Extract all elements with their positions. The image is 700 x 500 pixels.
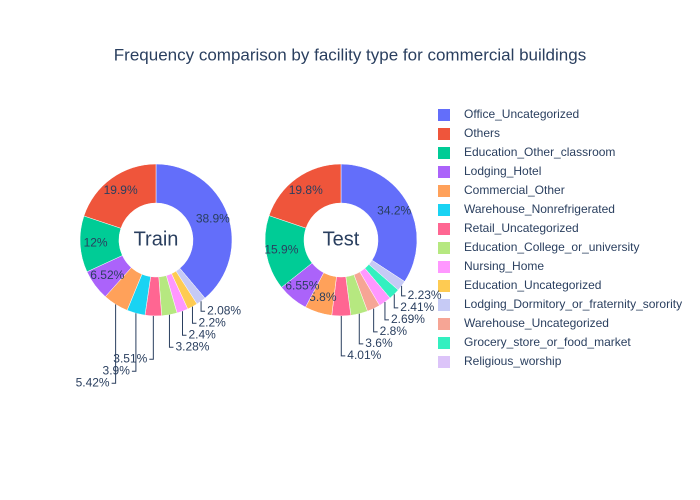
slice-label: 3.28% — [175, 339, 209, 353]
legend-swatch — [438, 109, 450, 121]
legend-swatch — [438, 128, 450, 140]
legend-swatch — [438, 337, 450, 349]
legend-swatch — [438, 280, 450, 292]
slice-label: 2.08% — [207, 303, 241, 317]
legend-label: Lodging_Hotel — [464, 164, 541, 178]
legend-label: Others — [464, 126, 500, 140]
leader-line — [401, 285, 406, 297]
chart-title: Frequency comparison by facility type fo… — [114, 45, 586, 64]
legend-swatch — [438, 223, 450, 235]
slice-label: 6.52% — [90, 268, 124, 282]
pie-slice — [83, 163, 157, 229]
legend-swatch — [438, 318, 450, 330]
pie-slice — [340, 163, 418, 282]
pie-name: Test — [323, 228, 360, 250]
legend-label: Religious_worship — [464, 354, 562, 368]
leader-line — [182, 311, 187, 336]
slice-label: 2.41% — [400, 300, 434, 314]
legend-label: Education_Uncategorized — [464, 278, 601, 292]
slice-label: 19.8% — [289, 183, 323, 197]
legend-swatch — [438, 147, 450, 159]
slice-label: 5.8% — [309, 290, 337, 304]
leader-line — [111, 304, 117, 384]
slice-label: 2.4% — [189, 327, 217, 341]
slice-label: 4.01% — [347, 348, 381, 362]
slice-label: 2.2% — [198, 315, 226, 329]
leader-line — [384, 302, 389, 321]
slice-label: 2.23% — [408, 288, 442, 302]
legend-label: Retail_Uncategorized — [464, 221, 579, 235]
pie-name: Train — [134, 228, 179, 250]
legend-label: Office_Uncategorized — [464, 107, 579, 121]
legend-swatch — [438, 242, 450, 254]
legend-label: Grocery_store_or_food_market — [464, 335, 631, 349]
leader-line — [149, 315, 154, 360]
pie: 34.2% 2.23%2.41%2.69%2.8%3.6%4.01% 5.8%6.5… — [264, 163, 442, 362]
slice-label: 3.9% — [103, 363, 131, 377]
slice-label: 6.55% — [285, 279, 319, 293]
legend-swatch — [438, 185, 450, 197]
legend-label: Warehouse_Uncategorized — [464, 316, 609, 330]
leader-line — [393, 294, 399, 309]
legend-label: Warehouse_Nonrefrigerated — [464, 202, 615, 216]
leader-line — [191, 306, 197, 324]
legend-label: Commercial_Other — [464, 183, 565, 197]
legend-swatch — [438, 299, 450, 311]
leader-line — [131, 313, 137, 372]
legend-swatch — [438, 166, 450, 178]
slice-label: 2.69% — [391, 312, 425, 326]
leader-line — [373, 308, 378, 333]
leader-line — [200, 301, 206, 312]
slice-label: 2.8% — [380, 324, 408, 338]
slice-label: 3.51% — [113, 351, 147, 365]
legend-label: Education_College_or_university — [464, 240, 639, 254]
slice-label: 34.2% — [377, 203, 411, 217]
slice-label: 15.9% — [264, 243, 298, 257]
legend-swatch — [438, 356, 450, 368]
leader-line — [168, 314, 174, 348]
legend-label: Lodging_Dormitory_or_fraternity_sorority — [464, 297, 682, 311]
leader-line — [358, 313, 364, 345]
slice-label: 3.6% — [365, 336, 393, 350]
legend-label: Nursing_Home — [464, 259, 544, 273]
slice-label: 5.42% — [76, 375, 110, 389]
slice-label: 38.9% — [196, 211, 230, 225]
slice-label: 19.9% — [104, 183, 138, 197]
pie-slice — [268, 163, 342, 229]
legend-label: Education_Other_classroom — [464, 145, 615, 159]
slice-label: 12% — [84, 235, 108, 249]
legend-swatch — [438, 204, 450, 216]
legend-swatch — [438, 261, 450, 273]
pie: 38.9% 2.08%2.2%2.4%3.28% 3.51%3.9%5.42% 6.5… — [76, 163, 241, 389]
pie-slice — [155, 163, 233, 299]
leader-line — [340, 315, 346, 357]
